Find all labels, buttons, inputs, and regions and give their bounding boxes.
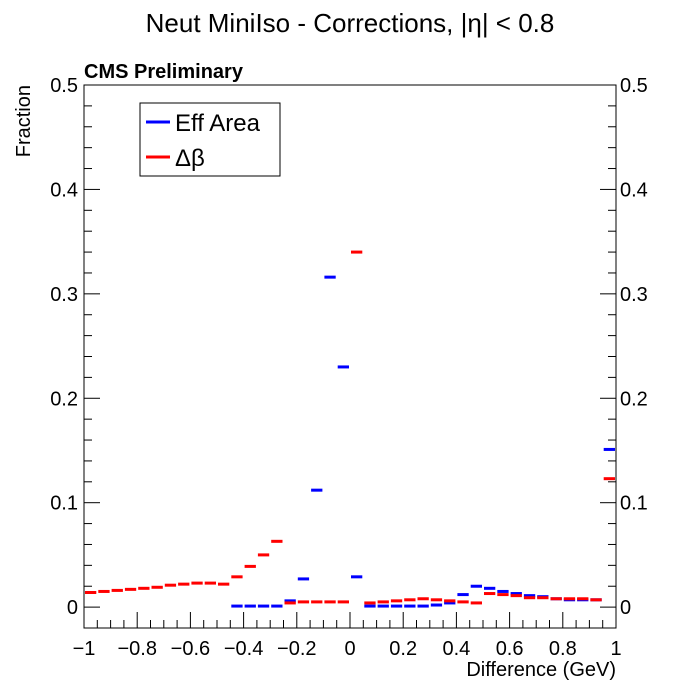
x-tick-label: 0 [344, 638, 355, 660]
y-tick-label-left: 0.3 [50, 284, 78, 306]
legend-box [139, 102, 281, 177]
y-tick-label-right: 0.2 [620, 388, 648, 410]
x-tick-label: 0.6 [496, 638, 524, 660]
legend-label-eff-area: Eff Area [175, 110, 261, 137]
x-tick-label: −0.6 [171, 638, 210, 660]
x-tick-label: 1 [610, 638, 621, 660]
histogram-bins [85, 250, 615, 608]
axis-ticks: −1 −0.8 −0.6 −0.4 −0.2 0 0.2 0.4 0.6 0.8 1 0 0 0.1 0.1… [50, 75, 648, 660]
y-tick-label-right: 0.1 [620, 493, 648, 515]
y-axis-label: Fraction [13, 85, 35, 157]
cms-label: CMS Preliminary [84, 61, 244, 83]
y-tick-label-right: 0.3 [620, 284, 648, 306]
x-tick-label: −0.8 [117, 638, 156, 660]
y-tick-label-left: 0.4 [50, 179, 78, 201]
y-tick-label-right: 0 [620, 597, 631, 619]
y-tick-label-right: 0.5 [620, 75, 648, 97]
legend-label-delta-beta: Δβ [175, 145, 205, 172]
x-axis-label: Difference (GeV) [466, 659, 616, 681]
chart-title: Neut MiniIso - Corrections, |η| < 0.8 [146, 8, 555, 38]
y-tick-label-left: 0.5 [50, 75, 78, 97]
x-tick-label: −0.4 [224, 638, 263, 660]
x-tick-label: 0.4 [442, 638, 470, 660]
x-tick-label: 0.8 [549, 638, 577, 660]
y-tick-label-left: 0 [67, 597, 78, 619]
y-tick-label-left: 0.2 [50, 388, 78, 410]
x-tick-label: −0.2 [277, 638, 316, 660]
x-tick-label: 0.2 [389, 638, 417, 660]
y-tick-label-left: 0.1 [50, 493, 78, 515]
y-tick-label-right: 0.4 [620, 179, 648, 201]
x-tick-label: −1 [73, 638, 96, 660]
legend: Eff Area Δβ [139, 102, 281, 177]
